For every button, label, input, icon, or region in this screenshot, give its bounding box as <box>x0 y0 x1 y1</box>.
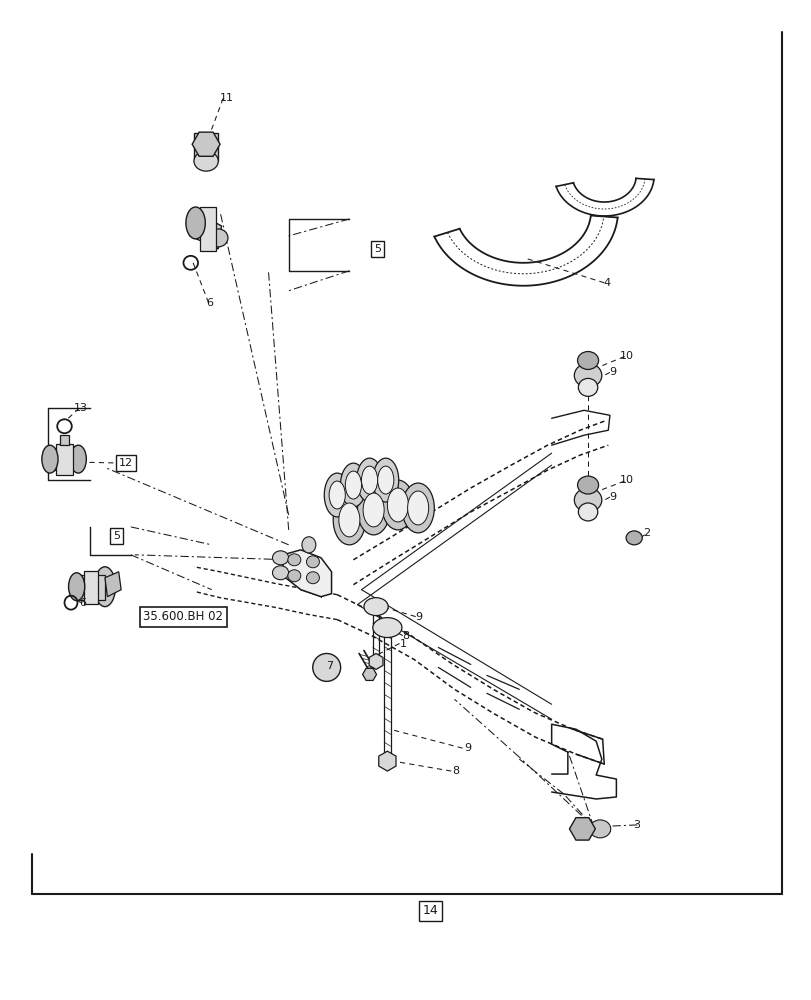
Ellipse shape <box>340 463 366 507</box>
Ellipse shape <box>401 483 434 533</box>
Ellipse shape <box>42 445 58 473</box>
Ellipse shape <box>361 466 377 494</box>
Ellipse shape <box>577 476 598 494</box>
Ellipse shape <box>324 473 350 517</box>
Text: 6: 6 <box>79 598 86 608</box>
Polygon shape <box>105 572 121 597</box>
Polygon shape <box>194 133 218 161</box>
Ellipse shape <box>363 493 384 527</box>
Ellipse shape <box>377 466 393 494</box>
Text: 5: 5 <box>374 244 380 254</box>
Polygon shape <box>59 435 69 445</box>
Text: 8: 8 <box>451 766 458 776</box>
Ellipse shape <box>272 566 288 580</box>
Ellipse shape <box>372 618 401 638</box>
Text: 9: 9 <box>415 612 422 622</box>
Ellipse shape <box>357 485 389 535</box>
Ellipse shape <box>573 363 601 387</box>
Ellipse shape <box>338 503 359 537</box>
Text: 8: 8 <box>402 631 409 641</box>
Text: 9: 9 <box>608 492 616 502</box>
Text: 35.600.BH 02: 35.600.BH 02 <box>144 610 223 623</box>
Text: 10: 10 <box>619 351 633 361</box>
Ellipse shape <box>333 495 365 545</box>
Text: 7: 7 <box>326 661 333 671</box>
Ellipse shape <box>272 551 288 565</box>
Ellipse shape <box>363 598 388 616</box>
Text: 5: 5 <box>113 531 120 541</box>
Ellipse shape <box>68 573 84 601</box>
Text: 6: 6 <box>207 298 213 308</box>
Ellipse shape <box>372 458 398 502</box>
Polygon shape <box>50 448 78 470</box>
Ellipse shape <box>70 445 86 473</box>
Polygon shape <box>200 207 216 251</box>
Text: 3: 3 <box>633 820 639 830</box>
Ellipse shape <box>589 820 610 838</box>
Ellipse shape <box>94 567 115 607</box>
Ellipse shape <box>625 531 642 545</box>
Ellipse shape <box>208 229 228 247</box>
Text: 11: 11 <box>219 93 233 103</box>
Ellipse shape <box>387 488 408 522</box>
Ellipse shape <box>407 491 428 525</box>
Ellipse shape <box>577 352 598 369</box>
Ellipse shape <box>345 471 361 499</box>
Ellipse shape <box>381 480 414 530</box>
Ellipse shape <box>577 503 597 521</box>
Text: 2: 2 <box>643 528 650 538</box>
Text: 10: 10 <box>619 475 633 485</box>
Polygon shape <box>56 444 72 475</box>
Ellipse shape <box>287 570 300 582</box>
Circle shape <box>312 653 341 681</box>
Text: 9: 9 <box>608 367 616 377</box>
Ellipse shape <box>287 554 300 566</box>
Polygon shape <box>190 211 221 249</box>
Polygon shape <box>283 550 331 597</box>
Ellipse shape <box>328 481 345 509</box>
Ellipse shape <box>573 488 601 512</box>
Ellipse shape <box>577 378 597 396</box>
Text: 13: 13 <box>74 403 88 413</box>
Text: 14: 14 <box>422 904 438 917</box>
Ellipse shape <box>186 207 205 239</box>
Text: 12: 12 <box>118 458 133 468</box>
Text: 9: 9 <box>463 743 470 753</box>
Ellipse shape <box>194 151 218 171</box>
Text: 1: 1 <box>400 639 406 649</box>
Text: 4: 4 <box>603 278 610 288</box>
Ellipse shape <box>306 556 319 568</box>
Polygon shape <box>76 575 105 600</box>
Polygon shape <box>84 571 98 604</box>
Ellipse shape <box>306 572 319 584</box>
Ellipse shape <box>356 458 382 502</box>
Ellipse shape <box>302 537 315 553</box>
